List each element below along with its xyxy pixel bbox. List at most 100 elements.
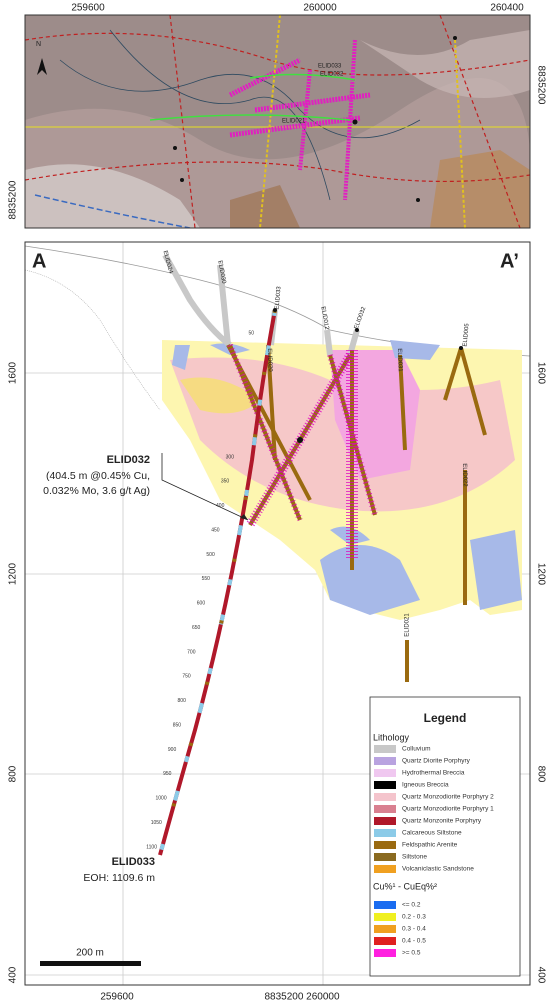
- legend-label: <= 0.2: [402, 902, 421, 909]
- hole-label: ELID033: [318, 64, 342, 70]
- map-x-label: 260400: [490, 3, 524, 14]
- legend-swatch: [374, 865, 396, 873]
- hole-label: ELID021: [405, 613, 411, 637]
- hole-label: ELID032: [354, 306, 368, 331]
- depth-label: 850: [173, 722, 182, 728]
- north-arrow: N: [36, 41, 47, 75]
- legend-label: 0.4 - 0.5: [402, 938, 426, 945]
- legend-title: Legend: [424, 711, 467, 725]
- depth-label: 750: [182, 674, 191, 680]
- depth-label: 650: [192, 625, 201, 631]
- section-end-label: A: [32, 250, 46, 272]
- legend-swatch: [374, 781, 396, 789]
- legend-label: >= 0.5: [402, 950, 421, 957]
- legend-swatch: [374, 925, 396, 933]
- eoh-title: ELID033: [112, 856, 155, 868]
- legend-label: Quartz Monzonite Porphyry: [402, 818, 482, 825]
- legend-heading: Lithology: [373, 732, 410, 742]
- hole-label: ELID012: [319, 306, 329, 331]
- legend: Legend Lithology Cu%¹ - CuEq%² Colluvium…: [369, 696, 521, 977]
- legend-swatch: [374, 805, 396, 813]
- elevation-label: 1200: [535, 563, 546, 586]
- hole-label: ELID031: [396, 348, 403, 372]
- hole-label: ELID022: [461, 463, 468, 487]
- elevation-label: 800: [535, 766, 546, 783]
- depth-label: 1050: [151, 820, 162, 826]
- elevation-label: 400: [8, 966, 19, 983]
- legend-label: 0.3 - 0.4: [402, 926, 426, 933]
- depth-label: 400: [216, 503, 225, 509]
- annotation-text: (404.5 m @0.45% Cu,: [46, 470, 150, 482]
- map-frame: [24, 14, 531, 229]
- elevation-label: 400: [535, 967, 546, 984]
- depth-label: 300: [226, 454, 235, 460]
- legend-swatch: [374, 841, 396, 849]
- depth-label: 950: [163, 771, 172, 777]
- hole-label: ELID020: [266, 348, 273, 372]
- elevation-label: 1600: [535, 362, 546, 385]
- elevation-label: 800: [8, 765, 19, 782]
- legend-swatch: [374, 901, 396, 909]
- map-x-label: 259600: [71, 3, 105, 14]
- legend-swatch: [374, 829, 396, 837]
- depth-label: 500: [206, 552, 215, 558]
- legend-label: Volcaniclastic Sandstone: [402, 866, 474, 873]
- depth-label: 800: [178, 698, 187, 704]
- section-x-label: 259600: [100, 992, 134, 1003]
- legend-label: Igneous Breccia: [402, 782, 449, 789]
- elevation-labels: 1600 1200 800 400 1600 1200 800 400: [8, 361, 547, 983]
- legend-label: Calcareous Siltstone: [402, 830, 462, 837]
- scale-bar: 200 m: [40, 948, 141, 966]
- elevation-label: 1200: [8, 562, 19, 585]
- elevation-label: 1600: [8, 361, 19, 384]
- legend-swatch: [374, 757, 396, 765]
- legend-swatch: [374, 853, 396, 861]
- section-x-label: 8835200 260000: [264, 992, 340, 1003]
- section-frame: [24, 241, 531, 986]
- legend-label: Feldspathic Arenite: [402, 842, 458, 849]
- depth-label: 350: [221, 479, 230, 485]
- map-y-label: 8835200: [535, 66, 546, 105]
- legend-label: Siltstone: [402, 854, 427, 861]
- depth-label: 600: [197, 601, 206, 607]
- depth-label: 550: [202, 576, 211, 582]
- legend-heading: Cu%¹ - CuEq%²: [373, 881, 437, 891]
- annotation-text: 0.032% Mo, 3.6 g/t Ag): [43, 485, 150, 497]
- legend-swatch: [374, 949, 396, 957]
- section-end-label: A’: [500, 250, 519, 272]
- scale-label: 200 m: [76, 948, 104, 959]
- legend-swatch: [374, 937, 396, 945]
- hole-label: ELID005: [463, 323, 471, 347]
- hole-label: ELID032: [320, 72, 344, 78]
- depth-label: 450: [211, 527, 220, 533]
- hole-label: ELID021: [282, 119, 306, 125]
- hole-label: ELID033: [275, 286, 283, 310]
- legend-swatch: [374, 769, 396, 777]
- north-label: N: [36, 41, 41, 48]
- depth-label: 1100: [146, 844, 157, 850]
- eoh-text: EOH: 1109.6 m: [83, 872, 155, 884]
- hole-label: ELID030: [216, 260, 226, 285]
- legend-label: Colluvium: [402, 746, 431, 753]
- depth-label: 700: [187, 649, 196, 655]
- map-x-label: 260000: [303, 3, 337, 14]
- drill-holes: [158, 253, 487, 856]
- legend-label: Quartz Monzodiorite Porphyry 2: [402, 794, 494, 801]
- map-y-label: 8835200: [8, 180, 19, 219]
- plan-map: N ELID033 ELID032 ELID021: [25, 15, 530, 228]
- legend-label: Quartz Monzodiorite Porphyry 1: [402, 806, 494, 813]
- legend-swatch: [374, 745, 396, 753]
- legend-swatch: [374, 913, 396, 921]
- legend-swatch: [374, 817, 396, 825]
- legend-swatch: [374, 793, 396, 801]
- legend-label: Quartz Diorite Porphyry: [402, 758, 471, 765]
- annotation: ELID032 (404.5 m @0.45% Cu, 0.032% Mo, 3…: [43, 453, 249, 884]
- annotation-title: ELID032: [107, 454, 150, 466]
- legend-label: 0.2 - 0.3: [402, 914, 426, 921]
- depth-label: 1000: [156, 796, 167, 802]
- depth-label: 50: [248, 330, 254, 336]
- depth-label: 900: [168, 747, 177, 753]
- legend-label: Hydrothermal Breccia: [402, 770, 465, 777]
